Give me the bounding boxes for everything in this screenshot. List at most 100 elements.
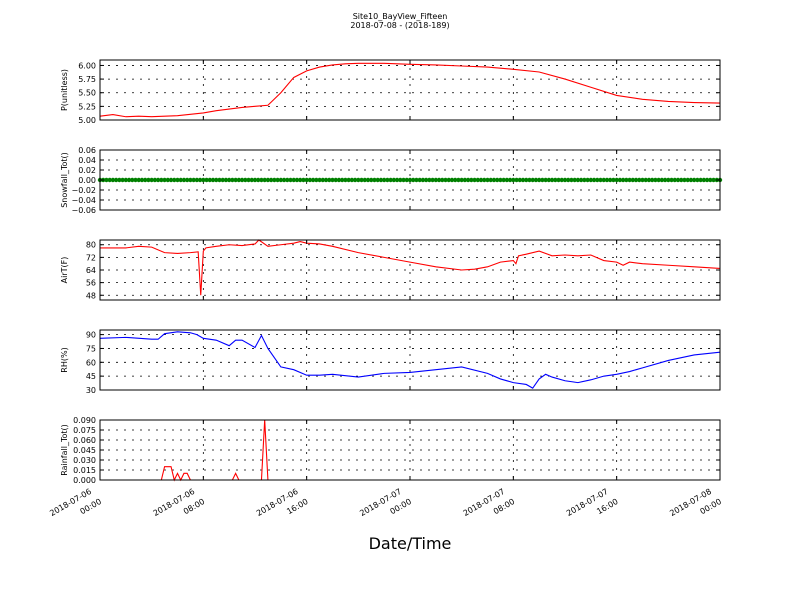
data-point xyxy=(191,177,196,183)
data-point xyxy=(679,177,684,183)
y-tick-label: 5.25 xyxy=(78,102,96,111)
data-point xyxy=(236,177,242,183)
y-axis-label: Snowfall_Tot() xyxy=(60,152,69,208)
data-point xyxy=(188,177,193,183)
data-point xyxy=(130,177,135,183)
data-point xyxy=(398,177,403,183)
y-tick-label: 0.075 xyxy=(73,426,96,435)
data-point xyxy=(268,177,274,183)
y-tick-label: 5.00 xyxy=(78,116,96,125)
data-point xyxy=(407,177,413,183)
data-point xyxy=(430,177,435,183)
data-point xyxy=(465,177,471,183)
data-point xyxy=(201,177,206,183)
data-point xyxy=(372,177,377,183)
data-point xyxy=(330,177,335,183)
data-point xyxy=(711,177,716,183)
data-point xyxy=(256,177,261,183)
data-point xyxy=(220,177,225,183)
data-point xyxy=(343,177,348,183)
data-point xyxy=(120,177,125,183)
data-point xyxy=(585,177,590,183)
y-tick-label: 0.015 xyxy=(73,466,96,475)
data-point xyxy=(588,177,594,183)
data-point xyxy=(239,177,245,183)
data-point xyxy=(143,177,148,183)
data-point xyxy=(462,177,468,183)
data-point xyxy=(304,177,309,183)
data-point xyxy=(230,177,235,183)
data-point xyxy=(294,177,300,183)
series-line xyxy=(100,239,721,296)
data-point xyxy=(320,177,326,183)
data-point xyxy=(620,177,626,183)
data-point xyxy=(527,177,532,183)
data-point xyxy=(704,177,710,183)
data-point xyxy=(646,177,652,183)
data-point xyxy=(104,177,109,183)
data-point xyxy=(133,177,138,183)
data-point xyxy=(314,177,319,183)
data-point xyxy=(482,177,487,183)
data-point xyxy=(159,177,164,183)
chart-title: Site10_BayView_Fifteen xyxy=(352,12,448,21)
data-point xyxy=(708,177,713,183)
data-point xyxy=(472,177,477,183)
data-point xyxy=(514,177,519,183)
data-point xyxy=(672,177,677,183)
data-point xyxy=(184,177,190,183)
data-point xyxy=(675,177,681,183)
data-point xyxy=(288,177,293,183)
data-point xyxy=(333,177,338,183)
data-point xyxy=(536,177,542,183)
data-point xyxy=(310,177,316,183)
data-point xyxy=(524,177,529,183)
data-point xyxy=(336,177,342,183)
data-point xyxy=(155,177,161,183)
data-point xyxy=(259,177,264,183)
data-point xyxy=(649,177,655,183)
data-point xyxy=(175,177,180,183)
data-point xyxy=(627,177,632,183)
y-tick-label: 0.000 xyxy=(73,476,96,485)
y-tick-label: 60 xyxy=(86,358,96,367)
y-tick-label: 56 xyxy=(86,279,96,288)
data-point xyxy=(449,177,455,183)
y-tick-label: 0.04 xyxy=(78,156,96,165)
data-point xyxy=(530,177,535,183)
data-point xyxy=(168,177,174,183)
data-point xyxy=(162,177,167,183)
data-point xyxy=(666,177,671,183)
series-line xyxy=(100,419,720,482)
data-point xyxy=(327,177,332,183)
data-point xyxy=(572,177,577,183)
data-point xyxy=(488,177,493,183)
data-point xyxy=(223,177,229,183)
data-point xyxy=(456,177,461,183)
data-point xyxy=(323,177,329,183)
data-point xyxy=(685,177,690,183)
data-point xyxy=(553,177,558,183)
data-point xyxy=(575,177,581,183)
data-point xyxy=(233,177,238,183)
data-point xyxy=(511,177,516,183)
data-point xyxy=(459,177,464,183)
data-point xyxy=(653,177,658,183)
data-point xyxy=(388,177,393,183)
y-tick-label: −0.06 xyxy=(71,206,96,215)
data-point xyxy=(501,177,506,183)
y-tick-label: 75 xyxy=(86,344,96,353)
data-point xyxy=(149,177,154,183)
data-point xyxy=(194,177,200,183)
y-tick-label: −0.04 xyxy=(71,196,96,205)
data-point xyxy=(356,177,361,183)
data-point xyxy=(417,177,422,183)
data-point xyxy=(307,177,313,183)
data-point xyxy=(662,177,668,183)
data-point xyxy=(275,177,280,183)
data-point xyxy=(443,177,448,183)
data-point xyxy=(562,177,568,183)
data-point xyxy=(469,177,474,183)
